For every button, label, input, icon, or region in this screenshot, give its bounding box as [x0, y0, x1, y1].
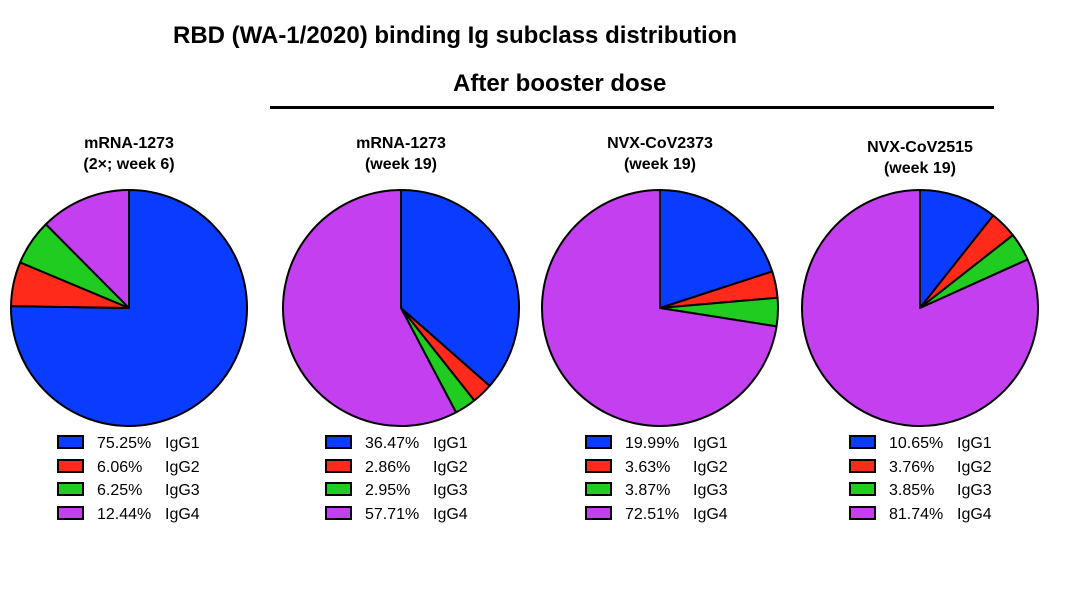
legend-swatch — [849, 435, 876, 449]
legend-subclass: IgG2 — [433, 458, 468, 476]
pie-title-line: (week 19) — [364, 156, 438, 173]
legend-subclass: IgG2 — [165, 458, 200, 476]
legend-percentage: 6.25% — [97, 482, 143, 499]
legend-swatch — [57, 435, 84, 449]
legend-swatch — [585, 435, 612, 449]
pie-chart-1 — [10, 189, 248, 427]
legend-percentage: 72.51% — [625, 505, 680, 523]
legend-percentage: 75.25% — [97, 435, 152, 452]
legend-percentage: 12.44% — [97, 505, 152, 523]
legend-percentage: 36.47% — [365, 435, 420, 452]
pie-title-line: mRNA-1273 — [84, 135, 174, 152]
legend-swatch — [849, 505, 876, 520]
legend-swatch — [325, 482, 352, 496]
legend-subclass: IgG4 — [433, 505, 468, 523]
pie-slice-igg4 — [541, 189, 778, 427]
pie-slice-igg1 — [919, 189, 995, 309]
legend-subclass: IgG3 — [433, 482, 468, 499]
legend-percentage: 3.76% — [889, 458, 935, 476]
legend-swatch — [585, 482, 612, 496]
pie-title-2: mRNA-1273 (week 19) — [281, 133, 521, 175]
pie-title-line: NVX-CoV2515 — [867, 139, 973, 156]
legend-swatch — [325, 458, 352, 473]
pie-slice-igg1 — [659, 189, 774, 309]
pie-title-line: (2×; week 6) — [83, 156, 175, 173]
pie-chart-3 — [541, 189, 779, 427]
legend-percentage: 2.86% — [365, 458, 411, 476]
legend-subclass: IgG4 — [165, 505, 200, 523]
legend-subclass: IgG3 — [957, 482, 992, 499]
pie-title-line: (week 19) — [623, 156, 697, 173]
pie-slice-igg1 — [400, 189, 520, 387]
pie-slice-igg4 — [801, 189, 1039, 427]
legend-percentage: 19.99% — [625, 435, 680, 452]
legend-percentage: 81.74% — [889, 505, 944, 523]
legend-swatch — [849, 482, 876, 496]
legend-percentage: 57.71% — [365, 505, 420, 523]
legend-percentage: 3.63% — [625, 458, 671, 476]
legend-swatch — [57, 458, 84, 473]
pie-title-line: (week 19) — [883, 160, 957, 177]
legend-subclass: IgG4 — [957, 505, 992, 523]
legend-swatch — [325, 435, 352, 449]
booster-group-label: After booster dose — [453, 70, 667, 97]
legend-swatch — [325, 505, 352, 520]
legend-subclass: IgG3 — [165, 482, 200, 499]
legend-subclass: IgG2 — [693, 458, 728, 476]
legend-percentage: 2.95% — [365, 482, 411, 499]
pie-chart-4 — [801, 189, 1039, 427]
legend-swatch — [585, 505, 612, 520]
legend-subclass: IgG3 — [693, 482, 728, 499]
legend-percentage: 3.85% — [889, 482, 935, 499]
legend-subclass: IgG4 — [693, 505, 728, 523]
legend-percentage: 6.06% — [97, 458, 143, 476]
pie-slice-igg1 — [10, 189, 248, 427]
figure-title: RBD (WA-1/2020) binding Ig subclass dist… — [173, 22, 738, 49]
booster-group-rule — [270, 106, 994, 109]
pie-title-1: mRNA-1273 (2×; week 6) — [9, 133, 249, 175]
pie-title-3: NVX-CoV2373 (week 19) — [540, 133, 780, 175]
legend-swatch — [585, 458, 612, 473]
legend-swatch — [849, 458, 876, 473]
legend-subclass: IgG2 — [957, 458, 992, 476]
legend-swatch — [57, 482, 84, 496]
legend-swatch — [57, 505, 84, 520]
legend-percentage: 3.87% — [625, 482, 671, 499]
legend-percentage: 10.65% — [889, 435, 944, 452]
legend-subclass: IgG1 — [165, 435, 200, 452]
pie-title-4: NVX-CoV2515 (week 19) — [800, 137, 1040, 179]
pie-title-line: NVX-CoV2373 — [607, 135, 713, 152]
legend-subclass: IgG1 — [433, 435, 468, 452]
pie-title-line: mRNA-1273 — [356, 135, 446, 152]
pie-slice-igg4 — [44, 189, 130, 309]
pie-chart-2 — [282, 189, 520, 427]
legend-subclass: IgG1 — [957, 435, 992, 452]
legend-subclass: IgG1 — [693, 435, 728, 452]
pie-slice-igg4 — [282, 189, 457, 427]
